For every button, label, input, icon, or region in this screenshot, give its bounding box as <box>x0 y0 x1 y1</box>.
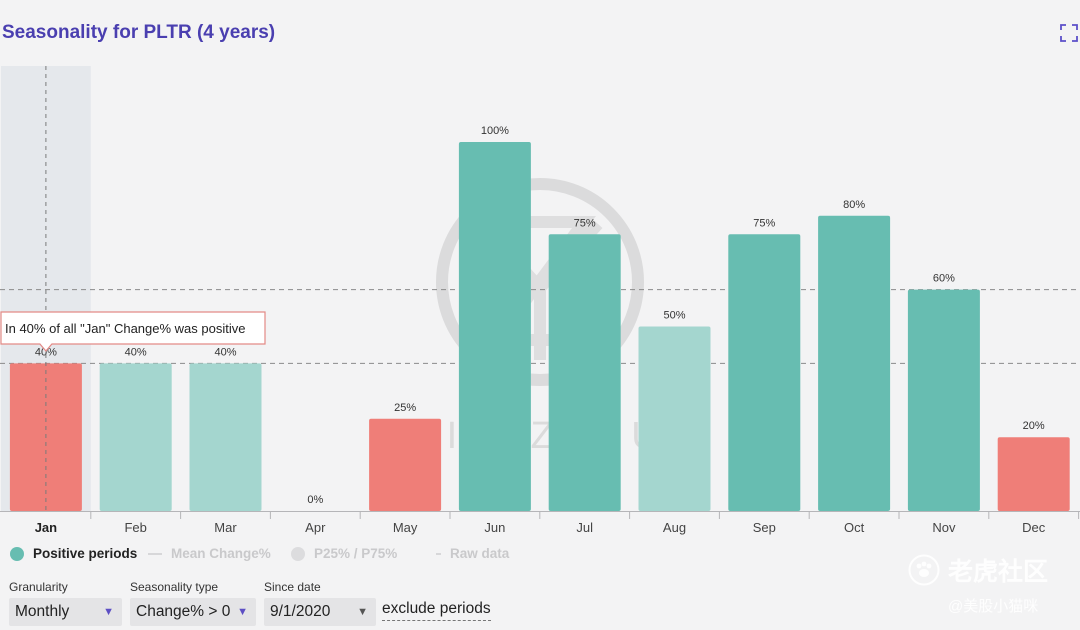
data-label: 0% <box>307 494 323 506</box>
bar-nov <box>907 289 980 511</box>
seasonality-type-label: Seasonality type <box>130 580 219 594</box>
chevron-down-icon: ▼ <box>357 606 368 618</box>
watermark-author: @美股小猫咪 <box>948 598 1039 615</box>
bar-aug <box>638 326 711 511</box>
granularity-label: Granularity <box>9 580 68 594</box>
tooltip-text: In 40% of all "Jan" Change% was positive <box>5 321 245 336</box>
legend-label: P25% / P75% <box>314 546 398 561</box>
exclude-periods-link[interactable]: exclude periods <box>382 600 491 621</box>
x-tick-label: Aug <box>663 520 686 535</box>
granularity-select[interactable]: Monthly ▼ <box>9 598 122 626</box>
x-tick-label: Jun <box>484 520 505 535</box>
watermark-brand: 老虎社区 <box>948 558 1049 586</box>
x-tick-label: May <box>393 520 418 535</box>
data-label: 40% <box>125 346 147 358</box>
paw-icon <box>908 554 940 586</box>
x-tick-label: Apr <box>305 520 326 535</box>
data-label: 40% <box>214 346 236 358</box>
data-label: 100% <box>481 125 509 137</box>
bar-jul <box>548 234 621 511</box>
legend-label: Raw data <box>450 546 510 561</box>
data-label: 25% <box>394 402 416 414</box>
watermark-badge: 老虎社区 <box>908 552 1048 588</box>
data-label: 40% <box>35 346 57 358</box>
x-tick-label: Jan <box>35 520 57 535</box>
x-tick-label: Mar <box>214 520 237 535</box>
bar-jun <box>458 142 531 511</box>
expand-icon[interactable] <box>1060 24 1078 42</box>
bar-dec <box>997 437 1070 511</box>
x-tick-label: Oct <box>844 520 865 535</box>
legend-item-mean-change[interactable]: Mean Change% <box>148 546 271 561</box>
data-label: 60% <box>933 273 955 285</box>
legend-label: Positive periods <box>33 546 138 561</box>
legend-swatch <box>10 546 24 561</box>
legend-item-positive-periods[interactable]: Positive periods <box>10 546 137 561</box>
seasonality-type-select[interactable]: Change% > 0 ▼ <box>130 598 256 626</box>
legend-item-raw-data[interactable]: Raw data <box>436 546 509 561</box>
seasonality-chart: YIAZOU40%Jan40%Feb40%Mar0%Apr25%May100%J… <box>0 66 1080 535</box>
since-date-select[interactable]: 9/1/2020 ▼ <box>264 598 376 626</box>
x-tick-label: Nov <box>932 520 956 535</box>
x-tick-label: Jul <box>576 520 593 535</box>
bar-may <box>369 418 442 511</box>
bar-feb <box>99 363 172 511</box>
legend-item-percentiles[interactable]: P25% / P75% <box>291 546 397 561</box>
bar-mar <box>189 363 262 511</box>
since-date-label: Since date <box>264 580 321 594</box>
tooltip-box <box>0 311 266 352</box>
chevron-down-icon: ▼ <box>103 606 114 618</box>
bar-oct <box>818 215 891 512</box>
since-date-value: 9/1/2020 <box>270 603 331 620</box>
data-label: 50% <box>663 310 685 322</box>
legend-swatch <box>291 546 305 561</box>
granularity-value: Monthly <box>15 603 70 620</box>
bar-sep <box>728 234 801 511</box>
legend-swatch <box>148 552 162 555</box>
data-label: 20% <box>1023 420 1045 432</box>
x-tick-label: Sep <box>753 520 776 535</box>
data-label: 80% <box>843 199 865 211</box>
chart-title: Seasonality for PLTR (4 years) <box>2 22 276 43</box>
legend-label: Mean Change% <box>171 546 271 561</box>
data-label: 75% <box>574 217 596 229</box>
data-label: 75% <box>753 217 775 229</box>
chevron-down-icon: ▼ <box>237 606 248 618</box>
seasonality-type-value: Change% > 0 <box>136 603 231 620</box>
x-tick-label: Dec <box>1022 520 1046 535</box>
x-tick-label: Feb <box>124 520 146 535</box>
watermark-logo-ring <box>436 178 644 386</box>
legend-swatch <box>436 552 441 555</box>
